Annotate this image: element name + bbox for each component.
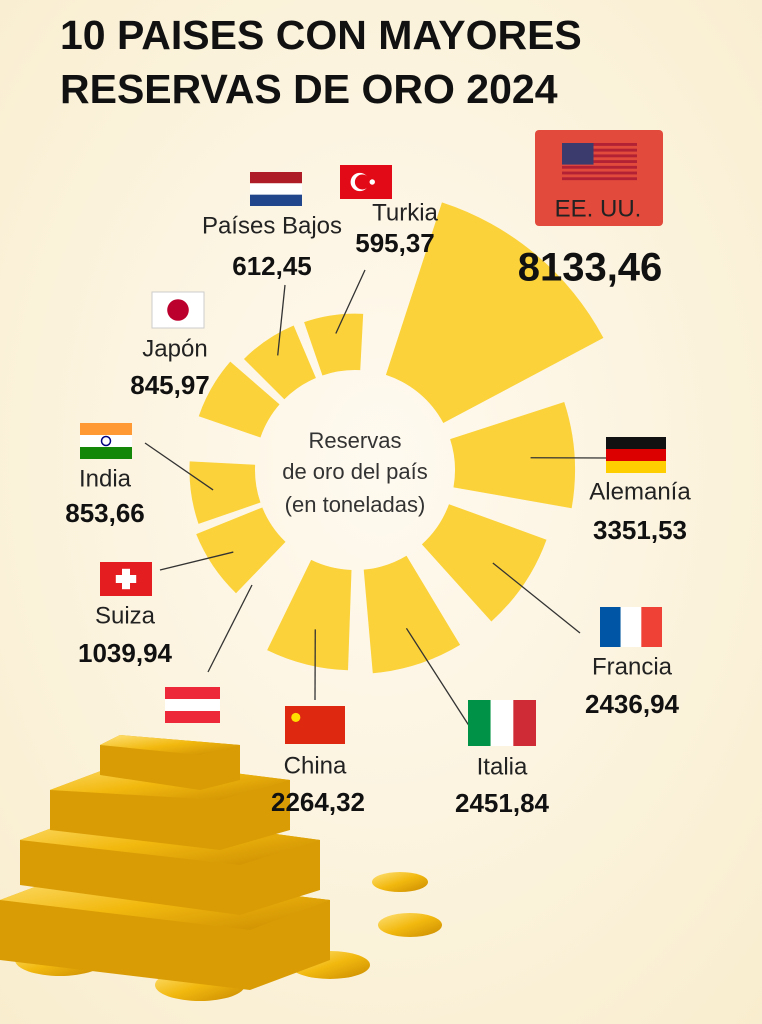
center-label: Reservas [309, 428, 402, 453]
country-name: India [79, 465, 132, 492]
country-name: Japón [142, 335, 207, 362]
flag-stripe [80, 423, 132, 435]
country-name: Países Bajos [202, 212, 342, 239]
leader-line [335, 269, 366, 334]
flag [250, 172, 302, 206]
flag [468, 700, 536, 746]
value-label: 8133,46 [518, 246, 663, 290]
center-label: (en toneladas) [285, 492, 426, 517]
wedge [304, 313, 364, 376]
flag-stripe [606, 449, 666, 461]
flag-moon [354, 174, 370, 190]
value-label: 2451,84 [455, 788, 550, 818]
wedge [363, 555, 461, 674]
flag-stripe [641, 607, 662, 647]
flag-field [285, 706, 345, 744]
flag-stripe [468, 700, 491, 746]
flag-stripe [562, 160, 637, 163]
wedge [267, 559, 352, 671]
wedge [385, 202, 604, 424]
value-label: 1039,94 [78, 638, 173, 668]
flag-stripe [562, 148, 637, 152]
flag-stripe [562, 165, 637, 169]
leader-line [492, 562, 581, 634]
flag-stripe [250, 172, 302, 184]
flag [606, 437, 666, 473]
flag-cross [115, 575, 137, 583]
flag-wheel [100, 435, 112, 447]
flag-stripe [562, 177, 637, 181]
flag-stripe [562, 143, 637, 146]
value-label: 2264,32 [271, 787, 365, 817]
leader-line [277, 284, 286, 356]
value-label: 2436,94 [585, 689, 680, 719]
country-name: Suiza [95, 602, 156, 629]
value-label: 3351,53 [593, 515, 687, 545]
title-line: 10 PAISES CON MAYORES [60, 12, 582, 58]
wedge [243, 325, 316, 400]
flag-stripe [620, 607, 642, 647]
country-name: Turkia [372, 199, 438, 226]
flag [340, 165, 392, 199]
flag-stripe [513, 700, 536, 746]
flag-stripe [250, 194, 302, 206]
flag-canton [562, 143, 594, 165]
flag-star [291, 712, 301, 722]
flag [600, 607, 662, 647]
title-line: RESERVAS DE ORO 2024 [60, 66, 558, 112]
flag [100, 562, 152, 596]
flag-stripe [490, 700, 514, 746]
flag [151, 291, 205, 329]
value-label: 853,66 [65, 498, 145, 528]
leader-line [144, 442, 214, 491]
country-name: Alemanía [589, 478, 691, 505]
wedge [196, 507, 286, 594]
country-name: Italia [477, 753, 528, 780]
flag-stripe [250, 183, 302, 195]
wedge [189, 461, 261, 524]
flag-stripe [80, 447, 132, 459]
value-label: 612,45 [232, 251, 312, 281]
flag-stripe [562, 154, 637, 158]
wedge [450, 402, 575, 509]
gold-bars [0, 735, 442, 1001]
flag [285, 706, 345, 744]
flag [535, 130, 663, 226]
country-name: Francia [592, 653, 673, 680]
flag-stripe [606, 437, 666, 449]
wedge [198, 361, 280, 438]
value-label: 595,37 [355, 228, 435, 258]
flag-stripe [562, 171, 637, 175]
flag-stripe [606, 461, 666, 473]
flag-stripe [80, 435, 132, 447]
flag [80, 423, 132, 459]
leader-line [405, 627, 476, 736]
value-label: 845,97 [130, 370, 210, 400]
center-label: de oro del país [282, 459, 428, 484]
flag-star [369, 179, 375, 185]
flag-sun [167, 299, 189, 321]
country-name: China [284, 752, 347, 779]
flag-stripe [600, 607, 621, 647]
wedge [421, 504, 547, 622]
flag-austria [165, 584, 253, 723]
leader-line [159, 551, 234, 571]
country-name: EE. UU. [555, 195, 642, 222]
